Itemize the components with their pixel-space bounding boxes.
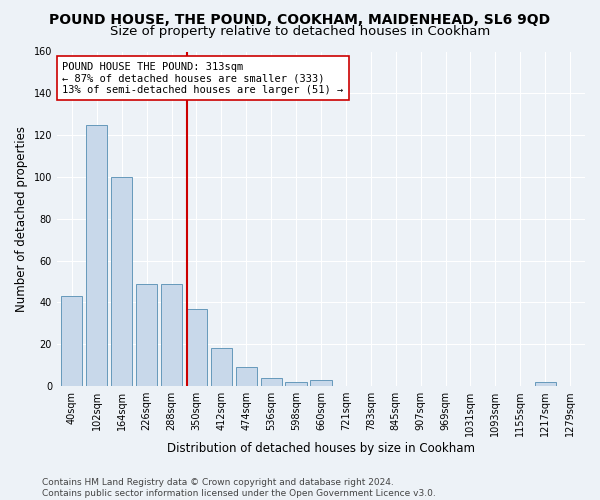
Bar [86,124,107,386]
Bar [535,382,556,386]
Bar [186,308,207,386]
X-axis label: Distribution of detached houses by size in Cookham: Distribution of detached houses by size … [167,442,475,455]
Text: Contains HM Land Registry data © Crown copyright and database right 2024.
Contai: Contains HM Land Registry data © Crown c… [42,478,436,498]
Y-axis label: Number of detached properties: Number of detached properties [15,126,28,312]
Text: POUND HOUSE THE POUND: 313sqm
← 87% of detached houses are smaller (333)
13% of : POUND HOUSE THE POUND: 313sqm ← 87% of d… [62,62,343,94]
Bar [161,284,182,386]
Text: POUND HOUSE, THE POUND, COOKHAM, MAIDENHEAD, SL6 9QD: POUND HOUSE, THE POUND, COOKHAM, MAIDENH… [49,12,551,26]
Bar [260,378,282,386]
Bar [236,368,257,386]
Bar [286,382,307,386]
Bar [61,296,82,386]
Bar [111,177,132,386]
Text: Size of property relative to detached houses in Cookham: Size of property relative to detached ho… [110,25,490,38]
Bar [310,380,332,386]
Bar [211,348,232,386]
Bar [136,284,157,386]
